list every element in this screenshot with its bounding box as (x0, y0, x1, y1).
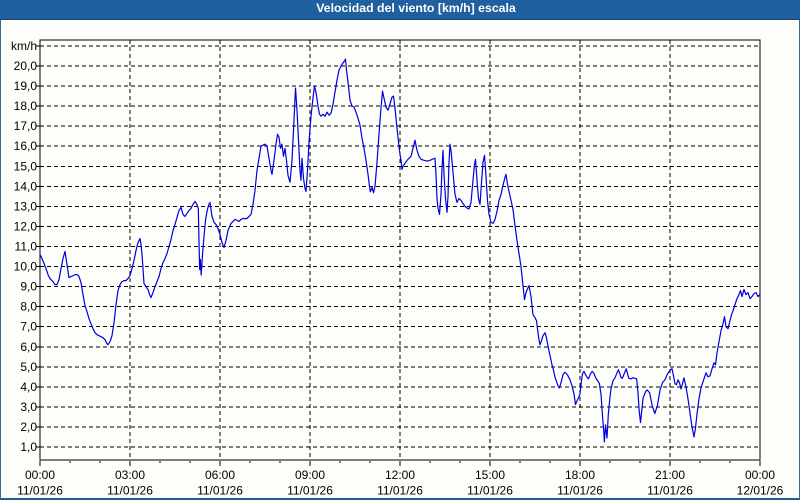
svg-text:10,0: 10,0 (14, 260, 38, 274)
svg-text:13,0: 13,0 (14, 199, 38, 213)
svg-text:14,0: 14,0 (14, 179, 38, 193)
svg-text:9,0: 9,0 (20, 280, 37, 294)
svg-text:18,0: 18,0 (14, 99, 38, 113)
svg-text:11/01/26: 11/01/26 (197, 484, 243, 498)
svg-text:17,0: 17,0 (14, 119, 38, 133)
svg-text:3,0: 3,0 (20, 400, 37, 414)
svg-text:11/01/26: 11/01/26 (107, 484, 153, 498)
svg-text:18:00: 18:00 (565, 468, 595, 482)
svg-text:00:00: 00:00 (25, 468, 55, 482)
svg-text:19,0: 19,0 (14, 79, 38, 93)
svg-text:15,0: 15,0 (14, 159, 38, 173)
svg-text:6,0: 6,0 (20, 340, 37, 354)
svg-text:8,0: 8,0 (20, 300, 37, 314)
svg-text:11,0: 11,0 (15, 240, 38, 254)
svg-text:00:00: 00:00 (745, 468, 775, 482)
svg-text:4,0: 4,0 (20, 380, 37, 394)
svg-text:16,0: 16,0 (14, 139, 38, 153)
svg-text:km/h: km/h (11, 39, 37, 53)
svg-text:15:00: 15:00 (475, 468, 505, 482)
svg-text:12,0: 12,0 (14, 219, 38, 233)
svg-text:2,0: 2,0 (20, 420, 37, 434)
svg-text:06:00: 06:00 (205, 468, 235, 482)
svg-text:03:00: 03:00 (115, 468, 145, 482)
svg-text:12/01/26: 12/01/26 (737, 484, 784, 498)
svg-text:20,0: 20,0 (14, 59, 38, 73)
svg-text:11/01/26: 11/01/26 (557, 484, 603, 498)
svg-text:21:00: 21:00 (655, 468, 685, 482)
svg-text:11/01/26: 11/01/26 (467, 484, 513, 498)
svg-text:11/01/26: 11/01/26 (17, 484, 63, 498)
svg-text:5,0: 5,0 (20, 360, 37, 374)
svg-text:1,0: 1,0 (20, 440, 37, 454)
svg-text:11/01/26: 11/01/26 (377, 484, 423, 498)
svg-text:11/01/26: 11/01/26 (287, 484, 333, 498)
svg-text:7,0: 7,0 (20, 320, 37, 334)
svg-text:11/01/26: 11/01/26 (647, 484, 693, 498)
svg-text:12:00: 12:00 (385, 468, 415, 482)
svg-text:09:00: 09:00 (295, 468, 325, 482)
